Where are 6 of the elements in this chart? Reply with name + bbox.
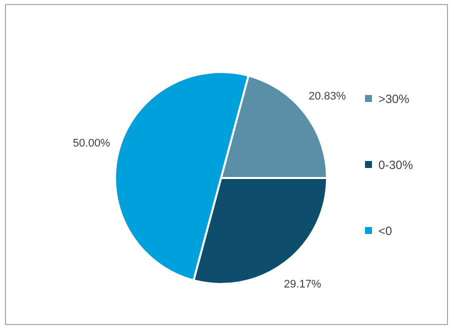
legend-label: 0-30% (377, 158, 413, 172)
data-label: 50.00% (72, 137, 110, 150)
data-label: 20.83% (308, 90, 346, 102)
data-label: 29.17% (284, 278, 322, 290)
legend-label: >30% (377, 92, 410, 106)
legend-label: <0 (377, 224, 393, 238)
